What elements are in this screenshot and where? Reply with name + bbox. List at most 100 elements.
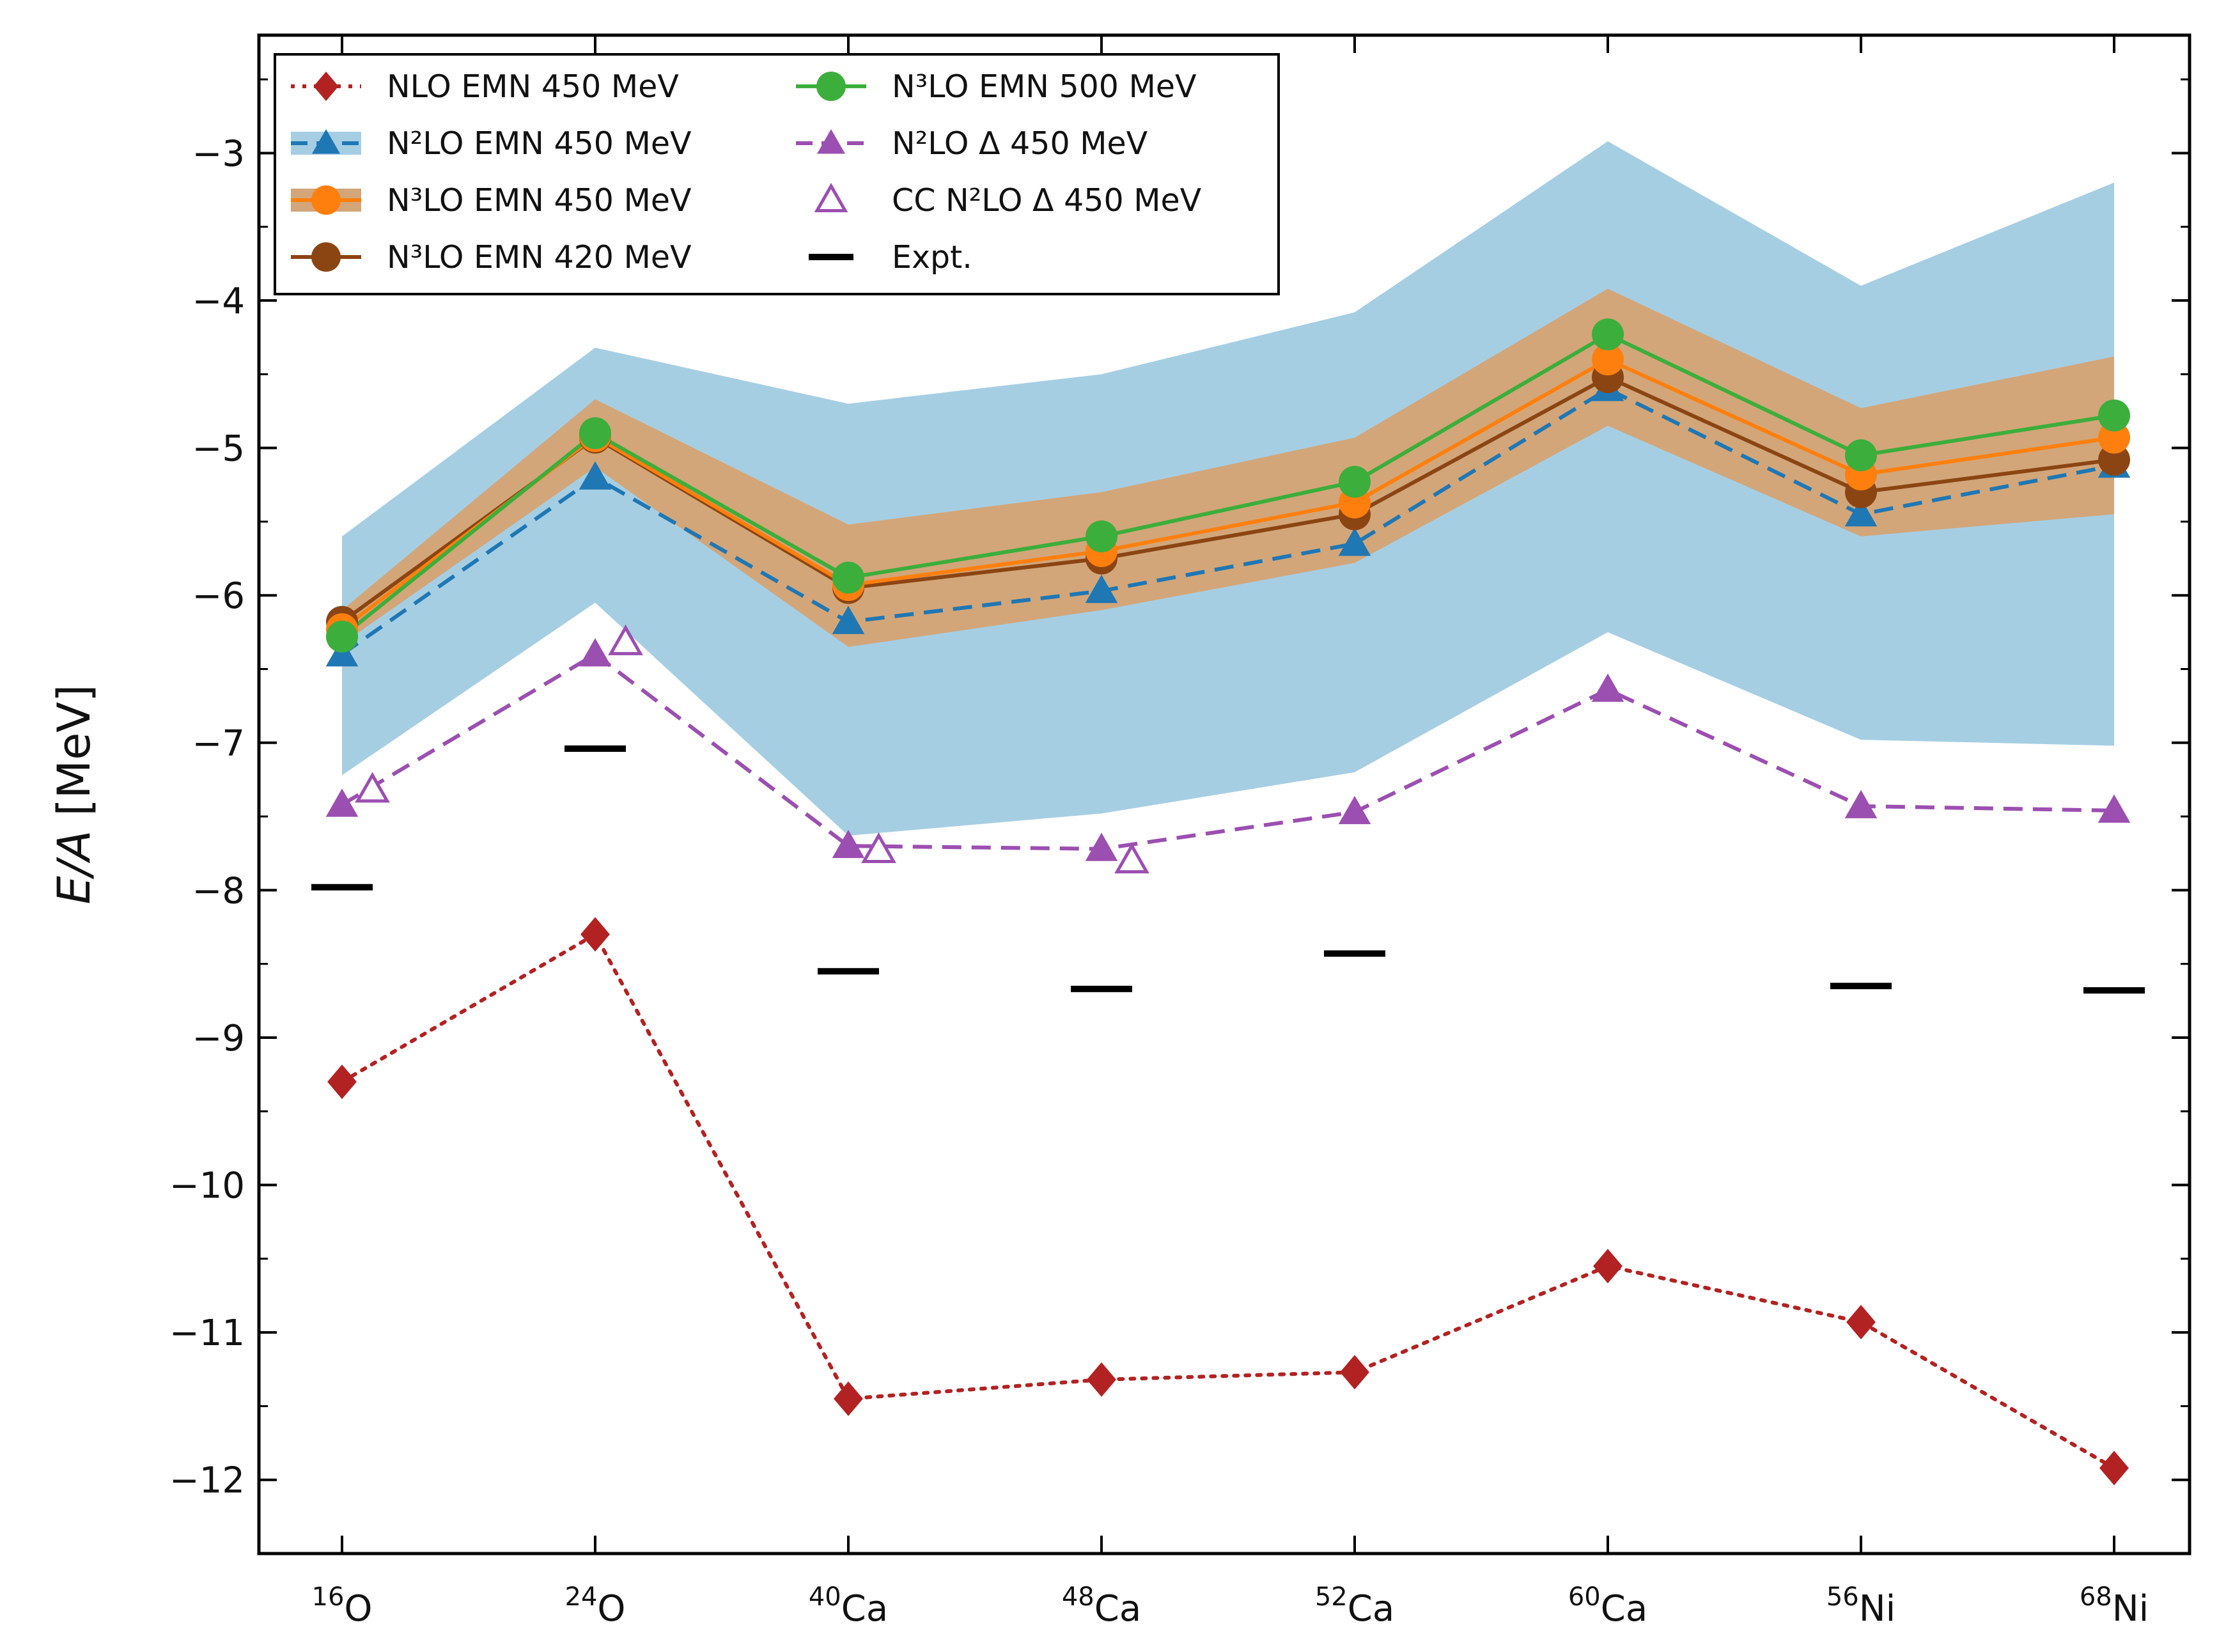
- x-tick-label-5: 60Ca: [1568, 1582, 1647, 1630]
- x-tick-element: O: [597, 1588, 625, 1630]
- point-s4-4: [1339, 465, 1371, 498]
- legend-label: N³LO EMN 450 MeV: [387, 182, 692, 219]
- legend-entry-3: N³LO EMN 420 MeV: [291, 239, 692, 276]
- point-s0-1: [580, 917, 610, 952]
- point-s1-1: [579, 461, 612, 490]
- legend-entry-4: N³LO EMN 500 MeV: [796, 68, 1197, 105]
- band-2: [342, 288, 2114, 647]
- legend-label: N²LO EMN 450 MeV: [387, 125, 692, 162]
- x-tick-mass: 52: [1315, 1582, 1348, 1612]
- point-s6-3: [1114, 843, 1149, 874]
- legend-marker: [814, 182, 848, 212]
- point-s0-2: [834, 1381, 863, 1416]
- x-tick-label-0: 16O: [312, 1582, 373, 1630]
- y-tick-label: −4: [192, 281, 245, 322]
- legend-entry-2: N³LO EMN 450 MeV: [291, 182, 692, 219]
- uncertainty-bands: [342, 141, 2114, 836]
- series-line-2: [341, 357, 2115, 631]
- point-s4-7: [2098, 399, 2130, 432]
- series-line-0: [340, 931, 2116, 1470]
- x-tick-mass: 24: [565, 1582, 598, 1612]
- y-tick-label: −5: [192, 428, 245, 470]
- x-tick-label-2: 40Ca: [809, 1582, 888, 1630]
- point-s5-0: [325, 788, 359, 817]
- point-s1-6: [1844, 498, 1878, 527]
- point-s4-5: [1592, 318, 1624, 351]
- y-tick-label: −9: [192, 1018, 245, 1059]
- x-tick-mass: 16: [312, 1582, 345, 1612]
- point-s5-7: [2098, 794, 2131, 823]
- legend-marker: [312, 129, 340, 154]
- point-s4-6: [1845, 439, 1877, 472]
- y-axis-label: E/A [MeV]: [48, 685, 100, 905]
- point-s6-2: [861, 832, 896, 863]
- point-s0-4: [1340, 1355, 1369, 1390]
- series-line-5: [341, 651, 2115, 851]
- y-tick-label: −3: [192, 133, 245, 175]
- point-s3-7: [2098, 444, 2130, 476]
- legend-label: Expt.: [892, 239, 972, 276]
- x-tick-element: Ca: [1601, 1588, 1647, 1630]
- x-tick-element: Ca: [1348, 1588, 1394, 1630]
- x-tick-mass: 48: [1062, 1582, 1094, 1612]
- y-axis: −3 −4 −5 −6 −7 −8 −9 −10 −11 −12: [169, 78, 2190, 1555]
- legend-marker: [311, 185, 341, 215]
- y-tick-label: −10: [169, 1165, 245, 1207]
- point-s1-2: [832, 605, 865, 634]
- x-tick-mass: 40: [809, 1582, 841, 1612]
- point-s0-5: [1593, 1249, 1623, 1284]
- x-tick-element: Ni: [1859, 1588, 1895, 1630]
- x-tick-mass: 56: [1826, 1582, 1859, 1612]
- legend-label: CC N²LO Δ 450 MeV: [892, 182, 1202, 219]
- legend-marker: [816, 72, 846, 101]
- point-s4-3: [1086, 520, 1117, 552]
- legend-entry-7: Expt.: [809, 239, 972, 276]
- y-tick-label: −7: [192, 723, 245, 765]
- legend-marker: [311, 242, 341, 272]
- x-tick-element: O: [344, 1588, 372, 1630]
- x-tick-element: Ni: [2112, 1588, 2149, 1630]
- legend: NLO EMN 450 MeV N²LO EMN 450 MeV N³LO EMN …: [274, 53, 1280, 295]
- legend-label: NLO EMN 450 MeV: [387, 68, 679, 105]
- legend-label: N²LO Δ 450 MeV: [892, 125, 1148, 162]
- point-s5-2: [832, 829, 865, 859]
- point-s0-6: [1846, 1304, 1876, 1339]
- x-tick-label-4: 52Ca: [1315, 1582, 1394, 1630]
- y-label-var: E/A: [48, 816, 100, 905]
- point-s0-0: [327, 1064, 357, 1100]
- x-tick-label-1: 24O: [565, 1582, 626, 1630]
- x-tick-mass: 60: [1568, 1582, 1601, 1612]
- point-s4-2: [832, 561, 864, 594]
- y-tick-label: −8: [192, 870, 245, 912]
- point-s1-4: [1338, 527, 1371, 556]
- legend-marker: [817, 129, 845, 154]
- legend-marker: [313, 72, 339, 101]
- point-s2-7: [2098, 421, 2130, 454]
- point-s2-5: [1592, 343, 1624, 376]
- point-s6-1: [608, 624, 643, 655]
- point-s5-4: [1338, 795, 1371, 825]
- series-line-1: [341, 386, 2115, 656]
- x-tick-mass: 68: [2080, 1582, 2112, 1612]
- point-s5-3: [1085, 832, 1118, 861]
- legend-entry-0: NLO EMN 450 MeV: [291, 68, 679, 105]
- x-tick-label-7: 68Ni: [2080, 1582, 2149, 1630]
- point-s4-1: [579, 417, 611, 449]
- legend-entry-1: N²LO EMN 450 MeV: [291, 125, 692, 162]
- point-s6-0: [355, 772, 390, 803]
- x-tick-label-3: 48Ca: [1062, 1582, 1141, 1630]
- legend-label: N³LO EMN 420 MeV: [387, 239, 692, 276]
- series-line-4: [341, 332, 2115, 639]
- y-tick-label: −6: [192, 575, 245, 617]
- point-s5-6: [1844, 790, 1878, 818]
- y-tick-label: −11: [169, 1313, 245, 1354]
- legend-label: N³LO EMN 500 MeV: [892, 68, 1197, 105]
- point-s5-5: [1591, 673, 1624, 702]
- y-label-unit: [MeV]: [48, 685, 100, 816]
- point-s4-0: [326, 620, 358, 653]
- plot-frame: [257, 33, 2191, 1555]
- point-s1-3: [1085, 574, 1118, 604]
- x-tick-element: Ca: [1094, 1588, 1141, 1630]
- legend-entry-5: N²LO Δ 450 MeV: [796, 125, 1148, 162]
